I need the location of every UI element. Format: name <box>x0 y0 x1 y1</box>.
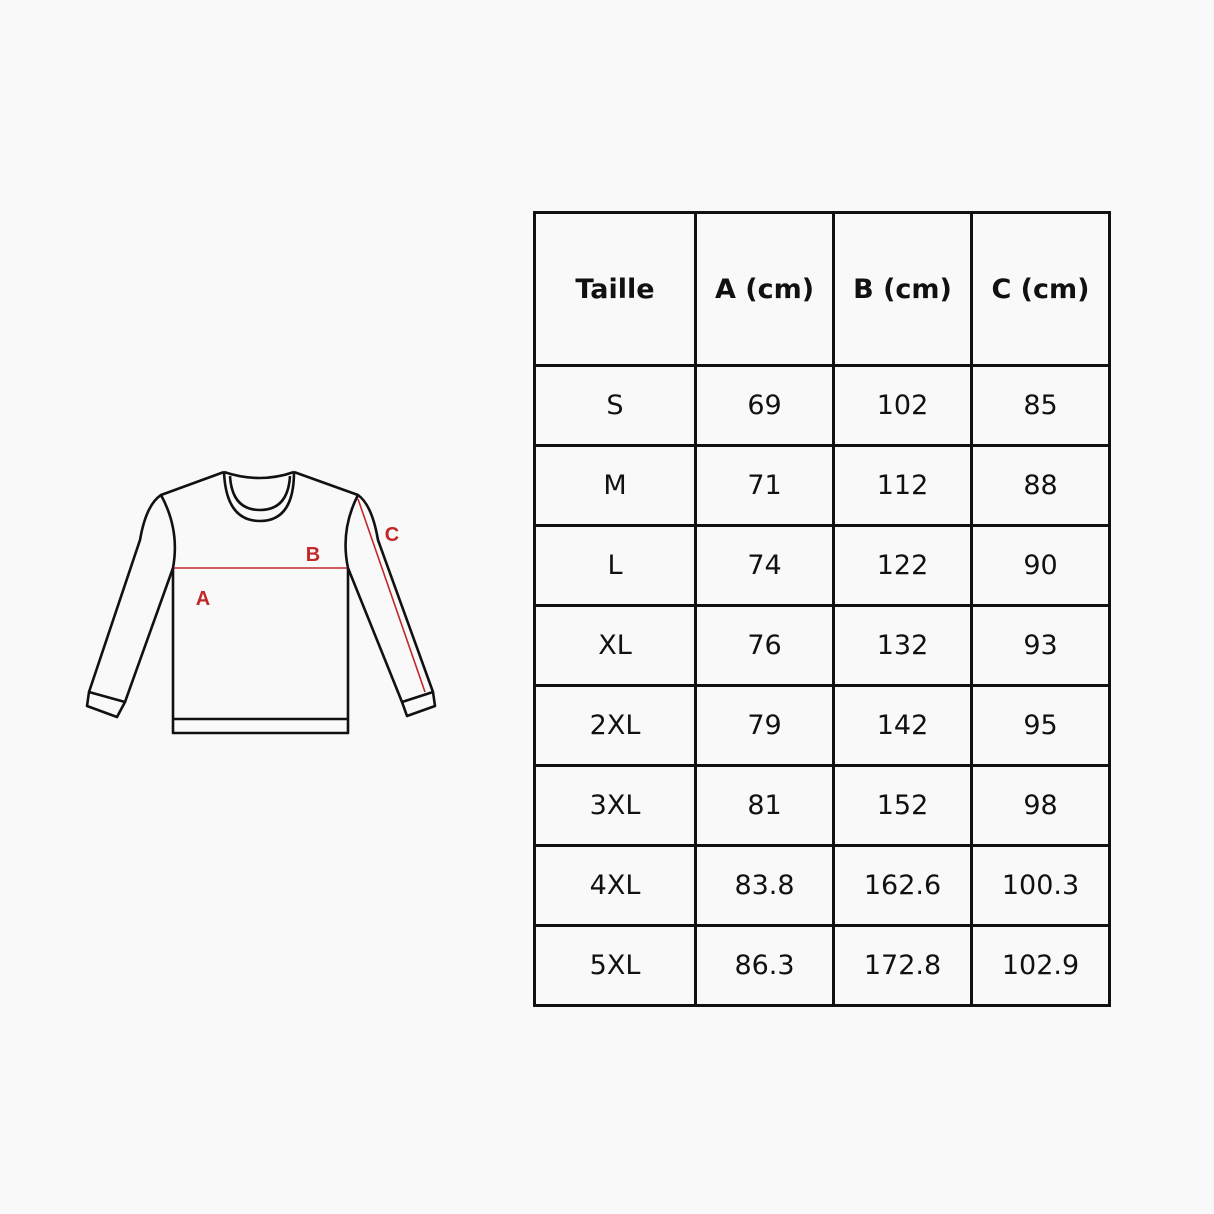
label-a: A <box>196 588 210 610</box>
cell-c: 88 <box>970 444 1111 527</box>
cell-c: 100.3 <box>970 844 1111 927</box>
cell-size: M <box>533 444 697 527</box>
cell-size: S <box>533 364 697 447</box>
table-row: XL 76 132 93 <box>533 604 1111 687</box>
cell-c: 85 <box>970 364 1111 447</box>
cell-size: 5XL <box>533 924 697 1007</box>
cell-a: 81 <box>694 764 835 847</box>
sweater-diagram: A B C <box>85 470 437 735</box>
cell-a: 74 <box>694 524 835 607</box>
cell-a: 71 <box>694 444 835 527</box>
cell-b: 132 <box>832 604 973 687</box>
cell-size: XL <box>533 604 697 687</box>
cell-c: 98 <box>970 764 1111 847</box>
measure-line-c <box>357 498 426 693</box>
cell-a: 79 <box>694 684 835 767</box>
table-row: 2XL 79 142 95 <box>533 684 1111 767</box>
table-row: L 74 122 90 <box>533 524 1111 607</box>
label-c: C <box>385 524 399 546</box>
cell-c: 93 <box>970 604 1111 687</box>
table-row: 3XL 81 152 98 <box>533 764 1111 847</box>
table-row: 5XL 86.3 172.8 102.9 <box>533 924 1111 1007</box>
cell-a: 83.8 <box>694 844 835 927</box>
cell-size: 3XL <box>533 764 697 847</box>
table-row: M 71 112 88 <box>533 444 1111 527</box>
header-a: A (cm) <box>694 211 835 367</box>
cell-a: 69 <box>694 364 835 447</box>
cell-c: 90 <box>970 524 1111 607</box>
size-table: Taille A (cm) B (cm) C (cm) S 69 102 85 M 71 1… <box>533 211 1111 1007</box>
cell-b: 122 <box>832 524 973 607</box>
cell-b: 102 <box>832 364 973 447</box>
cell-c: 95 <box>970 684 1111 767</box>
table-row: 4XL 83.8 162.6 100.3 <box>533 844 1111 927</box>
label-b: B <box>306 544 320 566</box>
cell-a: 86.3 <box>694 924 835 1007</box>
cell-b: 142 <box>832 684 973 767</box>
cell-b: 172.8 <box>832 924 973 1007</box>
cell-a: 76 <box>694 604 835 687</box>
header-c: C (cm) <box>970 211 1111 367</box>
cell-size: 4XL <box>533 844 697 927</box>
cell-size: L <box>533 524 697 607</box>
header-row: Taille A (cm) B (cm) C (cm) <box>533 211 1111 367</box>
cell-b: 162.6 <box>832 844 973 927</box>
header-b: B (cm) <box>832 211 973 367</box>
cell-c: 102.9 <box>970 924 1111 1007</box>
cell-b: 112 <box>832 444 973 527</box>
sweater-outline <box>85 470 437 735</box>
table-row: S 69 102 85 <box>533 364 1111 447</box>
cell-b: 152 <box>832 764 973 847</box>
header-size: Taille <box>533 211 697 367</box>
cell-size: 2XL <box>533 684 697 767</box>
